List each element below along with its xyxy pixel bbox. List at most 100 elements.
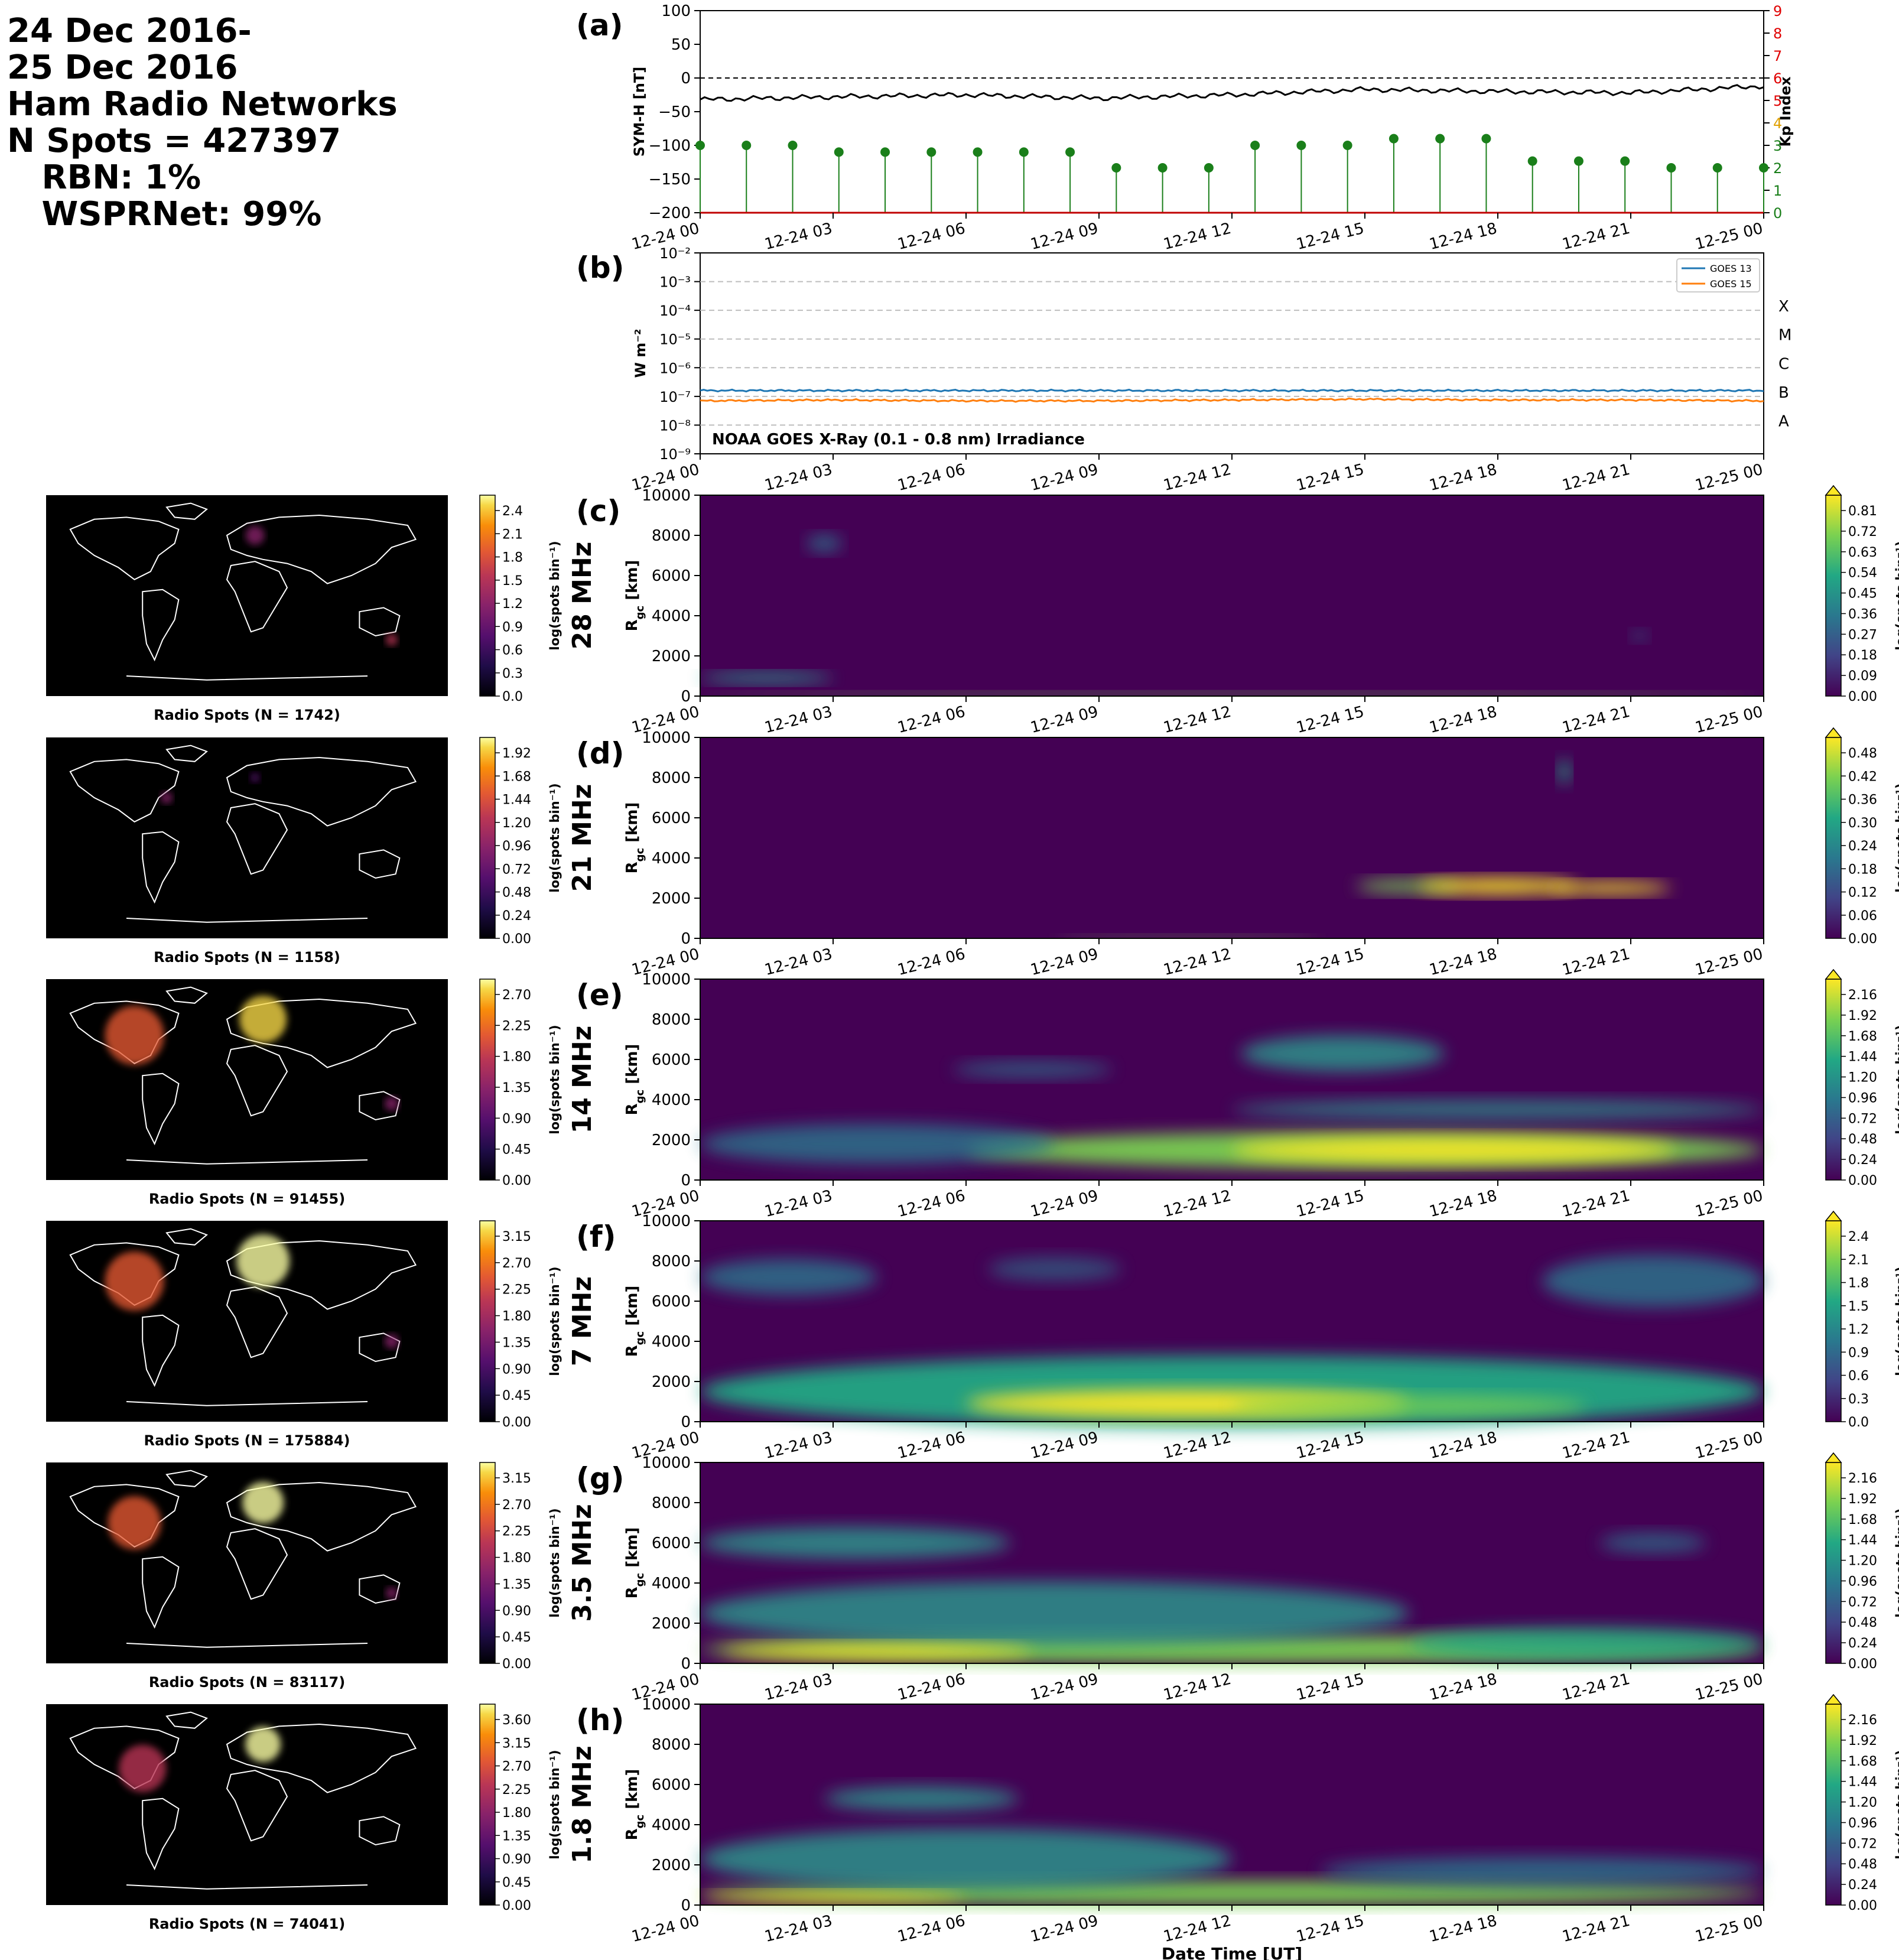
panel-a-letter: (a) <box>576 8 623 43</box>
cbar-tick-label: 0.96 <box>1848 1816 1877 1831</box>
rgc-colorbar-label: log(spots bin⁻¹) <box>1894 1508 1899 1617</box>
x-tick-label: 12-24 12 <box>1162 945 1233 979</box>
kp-marker <box>1342 141 1352 150</box>
flare-class-label: B <box>1778 384 1789 402</box>
rgc-density-blob <box>700 1891 966 1902</box>
cbar-tick-label: 0.48 <box>1848 1857 1877 1872</box>
x-tick-label: 12-24 03 <box>763 220 834 253</box>
cbar-tick-label: 0.06 <box>1848 909 1877 924</box>
map-colorbar-bar <box>479 1220 496 1422</box>
x-tick-label: 12-24 18 <box>1427 1912 1499 1946</box>
x-tick-label: 12-24 03 <box>763 945 834 979</box>
rgc-colorbar-label: log(spots bin⁻¹) <box>1894 1750 1899 1859</box>
cbar-tick-label: 0.18 <box>1848 648 1877 663</box>
header-wsprnet: WSPRNet: 99% <box>7 195 322 233</box>
cbar-tick-label: 0.90 <box>502 1604 531 1618</box>
cbar-tick-label: 0.00 <box>502 1899 531 1913</box>
cbar-tick-label: 1.44 <box>1848 1775 1877 1790</box>
cbar-tick-label: 0.48 <box>1848 1132 1877 1147</box>
rgc-heatmap-blobs <box>1055 759 1671 938</box>
y-tick-label: 10000 <box>642 1213 691 1230</box>
cbar-tick-label: 0.48 <box>1848 1616 1877 1630</box>
rgc-heatmap-blobs <box>700 535 1764 696</box>
map-caption: Radio Spots (N = 74041) <box>149 1916 345 1932</box>
cbar-tick-label: 2.25 <box>502 1019 531 1033</box>
x-tick-label: 12-24 06 <box>896 1187 967 1221</box>
cbar-tick-label: 0.9 <box>502 620 523 635</box>
cbar-tick-label: 0.72 <box>1848 525 1877 539</box>
coastline <box>359 1574 401 1604</box>
x-tick-label: 12-24 03 <box>763 1187 834 1221</box>
cbar-tick-label: 0.27 <box>1848 628 1877 642</box>
band-label: 14 MHz <box>567 1026 597 1134</box>
cbar-tick-label: 1.80 <box>502 1551 531 1566</box>
kp-marker <box>834 147 844 157</box>
y-tick-label: 6000 <box>652 567 691 585</box>
x-tick-label: 12-24 18 <box>1427 220 1499 253</box>
x-tick-label: 12-24 03 <box>763 1670 834 1704</box>
cbar-tick-label: 2.4 <box>502 504 523 519</box>
panel-letter: (f) <box>576 1220 616 1254</box>
panel-letter: (c) <box>576 494 620 528</box>
cbar-tick-label: 0.96 <box>1848 1574 1877 1589</box>
coastline <box>126 1159 368 1165</box>
cbar-tick-label: 2.1 <box>502 527 523 542</box>
x-tick-label: 12-24 09 <box>1029 1187 1100 1221</box>
header-n-spots: N Spots = 427397 <box>7 122 342 160</box>
x-tick-label: 12-24 12 <box>1162 461 1233 495</box>
spot-density <box>384 1334 399 1348</box>
kp-marker <box>1204 163 1214 173</box>
cbar-tick-label: 1.92 <box>1848 1734 1877 1748</box>
y-tick-label: 8000 <box>652 769 691 787</box>
x-tick-label: 12-24 15 <box>1295 1187 1366 1221</box>
y-tick-label: 4000 <box>652 1816 691 1834</box>
cbar-tick-label: 1.80 <box>502 1309 531 1324</box>
x-tick-label: 12-25 00 <box>1693 1187 1765 1221</box>
rgc-colorbar-bar <box>1825 1220 1842 1422</box>
cbar-tick-label: 2.4 <box>1848 1230 1869 1244</box>
panel-b-ylabel: W m⁻² <box>632 329 649 378</box>
rgc-density-blob <box>1546 882 1671 895</box>
cbar-tick-label: 1.80 <box>502 1050 531 1065</box>
cbar-tick-label: 0.00 <box>1848 1657 1877 1672</box>
map-background <box>46 737 448 938</box>
y-tick-label: 6000 <box>652 1293 691 1311</box>
coastline <box>226 514 417 584</box>
rgc-ylabel: Rgc [km] <box>623 1527 646 1599</box>
coastline <box>359 1332 401 1363</box>
rgc-colorbar-extend <box>1825 1210 1842 1221</box>
coastline <box>226 1045 288 1117</box>
rgc-density-blob <box>1418 878 1578 895</box>
rgc-density-blob <box>700 1259 877 1295</box>
coastline <box>359 849 401 879</box>
y-tick-label: 0 <box>681 1172 691 1189</box>
x-tick-label: 12-24 09 <box>1029 461 1100 495</box>
map-colorbar-bar <box>479 1462 496 1664</box>
cbar-tick-label: 1.44 <box>1848 1050 1877 1065</box>
cbar-tick-label: 2.25 <box>502 1783 531 1798</box>
cbar-tick-label: 2.70 <box>502 1498 531 1513</box>
coastline <box>226 1723 417 1793</box>
cbar-tick-label: 0.09 <box>1848 669 1877 684</box>
x-tick-label: 12-24 03 <box>763 1912 834 1946</box>
y-tick-label: 10⁻⁷ <box>659 389 691 405</box>
y-tick-label: −200 <box>649 204 691 222</box>
x-tick-label: 12-24 18 <box>1427 1187 1499 1221</box>
kp-tick-label: 5 <box>1773 93 1782 109</box>
spot-density <box>250 773 260 782</box>
panel-b-frame <box>700 252 1764 454</box>
x-tick-label: 12-24 21 <box>1560 461 1632 495</box>
cbar-tick-label: 1.5 <box>1848 1299 1869 1314</box>
y-tick-label: 4000 <box>652 1575 691 1592</box>
y-tick-label: −50 <box>658 103 691 121</box>
cbar-tick-label: 0.90 <box>502 1362 531 1377</box>
x-tick-label: 12-24 18 <box>1427 703 1499 737</box>
coastline <box>226 1286 288 1358</box>
y-tick-label: 2000 <box>652 1132 691 1149</box>
cbar-tick-label: 0.9 <box>1848 1345 1869 1360</box>
cbar-tick-label: 0.63 <box>1848 545 1877 560</box>
map-colorbar-label: log(spots bin⁻¹) <box>548 783 562 892</box>
rgc-density-blob <box>1557 759 1571 784</box>
x-tick-label: 12-24 18 <box>1427 945 1499 979</box>
rgc-ylabel: Rgc [km] <box>623 1044 646 1116</box>
